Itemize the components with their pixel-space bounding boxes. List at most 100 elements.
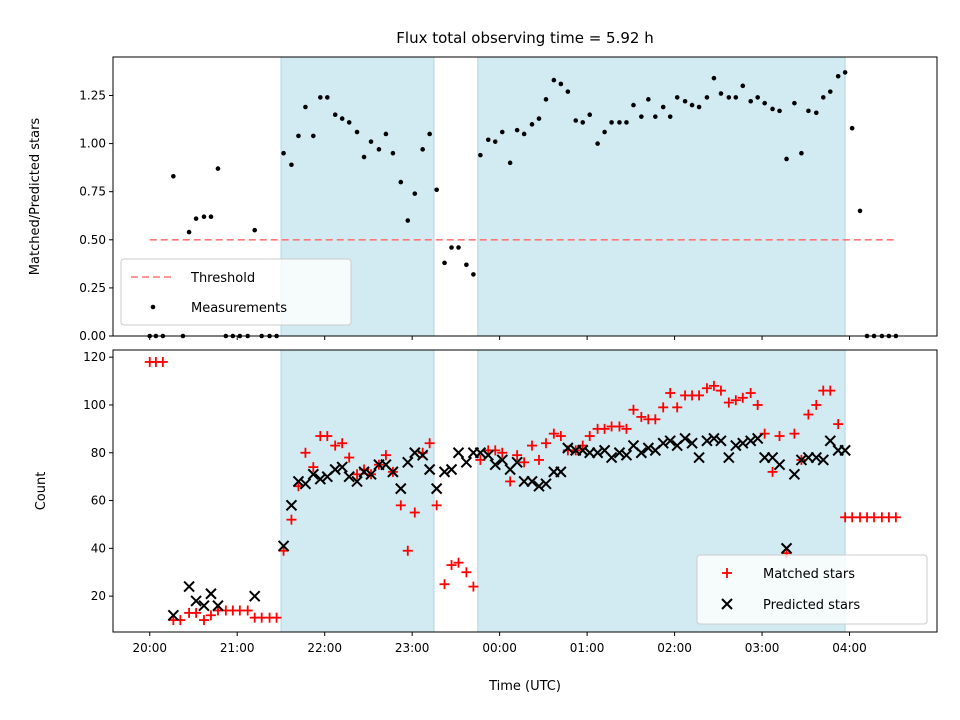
legend-threshold-label: Threshold bbox=[190, 271, 255, 286]
measurement-point bbox=[602, 129, 607, 135]
predicted-star-point bbox=[329, 463, 341, 476]
x-tick-label: 00:00 bbox=[482, 641, 517, 655]
predicted-star-point bbox=[351, 475, 363, 488]
measurement-point bbox=[471, 272, 476, 277]
matched-star-point bbox=[599, 423, 610, 434]
predicted-star-point bbox=[416, 449, 429, 461]
measurement-point bbox=[303, 104, 308, 110]
measurement-point bbox=[296, 133, 301, 139]
matched-star-point bbox=[548, 428, 559, 439]
matched-star-point bbox=[584, 431, 595, 442]
predicted-star-point bbox=[198, 600, 210, 612]
predicted-star-point bbox=[664, 435, 676, 447]
matched-star-point bbox=[453, 557, 464, 568]
measurement-point bbox=[813, 110, 819, 116]
legend-predicted-swatch bbox=[721, 598, 733, 610]
y-tick-label: 0.00 bbox=[79, 329, 106, 343]
x-tick-label: 21:00 bbox=[220, 641, 255, 655]
predicted-star-point bbox=[474, 447, 487, 459]
measurement-point bbox=[784, 156, 789, 162]
observing-window-1 bbox=[280, 349, 435, 633]
predicted-star-point bbox=[212, 600, 224, 612]
predicted-star-point bbox=[409, 447, 421, 459]
predicted-star-point bbox=[430, 482, 443, 495]
predicted-star-point bbox=[387, 466, 399, 478]
measurement-point bbox=[762, 100, 767, 106]
measurement-point bbox=[252, 227, 258, 233]
matched-star-point bbox=[614, 421, 625, 432]
measurement-point bbox=[325, 95, 330, 100]
measurement-point bbox=[595, 141, 600, 146]
matched-star-point bbox=[737, 392, 748, 403]
predicted-star-point bbox=[577, 444, 589, 457]
matched-star-point bbox=[890, 512, 901, 523]
bottom-legend: Matched stars Predicted stars bbox=[696, 554, 928, 625]
matched-star-point bbox=[752, 399, 763, 410]
bottom-y-ticks: 20 40 60 80 100 120 bbox=[83, 350, 113, 603]
matched-star-point bbox=[271, 612, 282, 623]
measurement-point bbox=[806, 108, 811, 114]
measurement-point bbox=[434, 187, 439, 193]
measurement-point bbox=[849, 125, 855, 131]
top-y-ticks: 0.00 0.25 0.50 0.75 1.00 1.25 bbox=[79, 88, 113, 343]
measurement-point bbox=[485, 137, 491, 143]
measurement-point bbox=[696, 104, 702, 110]
predicted-star-point bbox=[307, 468, 320, 480]
measurement-point bbox=[609, 120, 614, 125]
matched-star-point bbox=[701, 383, 712, 394]
predicted-star-point bbox=[336, 461, 348, 473]
y-tick-label: 0.50 bbox=[79, 233, 106, 247]
matched-star-point bbox=[803, 409, 814, 420]
matched-star-point bbox=[157, 356, 168, 367]
top-x-ticks bbox=[149, 336, 851, 340]
matched-star-point bbox=[672, 402, 683, 413]
measurement-point bbox=[827, 89, 833, 94]
matched-star-point bbox=[833, 419, 844, 430]
matched-star-point bbox=[431, 500, 442, 511]
matched-star-point bbox=[446, 560, 457, 571]
y-tick-label: 40 bbox=[91, 541, 106, 555]
predicted-star-point bbox=[744, 435, 757, 447]
matched-star-point bbox=[694, 390, 705, 401]
measurement-point bbox=[573, 118, 579, 123]
matched-star-point bbox=[468, 581, 479, 592]
matched-star-point bbox=[519, 457, 530, 468]
measurement-point bbox=[646, 97, 651, 102]
measurement-point bbox=[689, 102, 695, 108]
measurement-point bbox=[587, 112, 593, 118]
measurement-point bbox=[704, 95, 710, 100]
measurement-point bbox=[456, 245, 461, 250]
matched-star-point bbox=[730, 395, 741, 406]
measurement-point bbox=[514, 127, 520, 133]
predicted-star-point bbox=[489, 459, 501, 471]
measurement-point bbox=[639, 114, 644, 119]
matched-star-point bbox=[242, 605, 253, 616]
matched-star-point bbox=[402, 545, 413, 556]
matched-star-point bbox=[380, 450, 391, 461]
top-axes-frame bbox=[112, 56, 938, 337]
measurement-point bbox=[412, 191, 418, 196]
legend-matched-label: Matched stars bbox=[763, 567, 855, 582]
matched-star-point bbox=[636, 411, 647, 422]
matched-star-point bbox=[308, 462, 319, 473]
x-tick-label: 01:00 bbox=[570, 641, 605, 655]
measurement-point bbox=[835, 73, 841, 79]
measurement-point bbox=[449, 245, 454, 250]
predicted-star-point bbox=[496, 454, 508, 466]
matched-star-point bbox=[745, 388, 756, 399]
measurement-point bbox=[208, 214, 214, 220]
measurement-point bbox=[529, 122, 535, 127]
predicted-star-point bbox=[773, 459, 786, 471]
predicted-star-point bbox=[167, 609, 180, 621]
measurement-point bbox=[820, 95, 826, 100]
measurement-points bbox=[147, 70, 899, 339]
legend-measurements-label: Measurements bbox=[191, 301, 287, 316]
matched-star-point bbox=[198, 615, 209, 626]
measurement-point bbox=[718, 91, 724, 96]
measurement-point bbox=[420, 147, 425, 152]
measurement-point bbox=[580, 120, 586, 125]
matched-star-point bbox=[774, 431, 785, 442]
predicted-star-point bbox=[511, 456, 523, 469]
predicted-star-point bbox=[526, 475, 538, 488]
matched-star-point bbox=[278, 545, 289, 556]
